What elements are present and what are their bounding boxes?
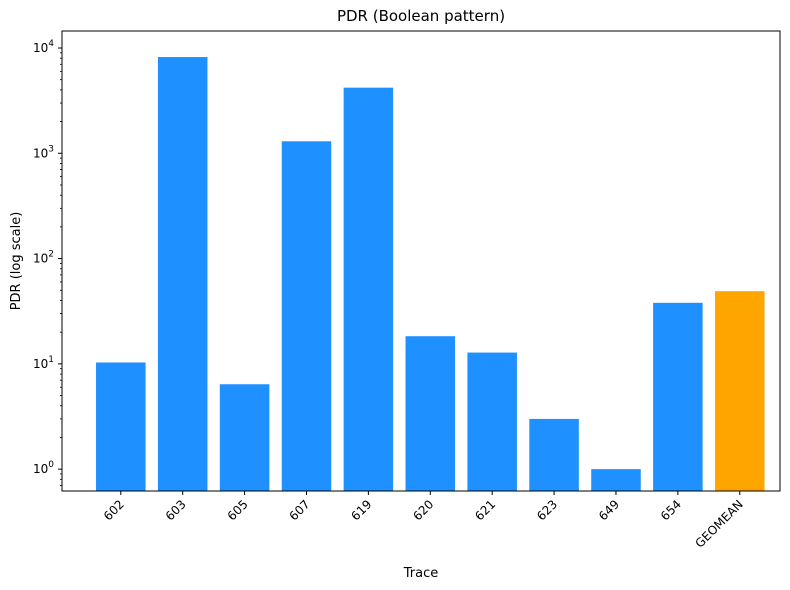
y-tick-label: 100 bbox=[33, 460, 54, 476]
bar-605 bbox=[219, 384, 270, 491]
x-axis-label: Trace bbox=[403, 566, 439, 581]
y-tick-base: 10 bbox=[33, 357, 48, 371]
bar-649 bbox=[591, 469, 641, 491]
bar-620 bbox=[405, 336, 456, 491]
y-tick-base: 10 bbox=[33, 462, 48, 476]
bar-621 bbox=[467, 352, 517, 491]
y-tick-base: 10 bbox=[33, 252, 48, 266]
y-tick-base: 10 bbox=[33, 146, 48, 160]
bars-group bbox=[96, 57, 765, 492]
x-axis: 602 603 605 607 619 620 621 623 649 654 GEOMEAN bbox=[101, 491, 746, 551]
y-tick-exponent: 3 bbox=[48, 144, 54, 154]
y-axis-label: PDR (log scale) bbox=[9, 212, 24, 311]
y-tick-label: 102 bbox=[33, 250, 54, 266]
x-tick-label: 623 bbox=[534, 497, 560, 523]
x-tick-label: 607 bbox=[287, 497, 313, 523]
x-tick-label: 602 bbox=[101, 497, 127, 523]
y-tick-label: 104 bbox=[33, 39, 54, 55]
x-tick-label: 619 bbox=[348, 497, 374, 523]
y-tick-exponent: 1 bbox=[48, 355, 54, 365]
x-tick-label: 603 bbox=[163, 497, 189, 523]
x-tick-label: 649 bbox=[596, 497, 622, 523]
y-tick-base: 10 bbox=[33, 41, 48, 55]
y-tick-exponent: 4 bbox=[48, 39, 54, 49]
x-tick-label: GEOMEAN bbox=[693, 497, 746, 550]
plot-frame bbox=[61, 30, 781, 492]
y-tick-label: 101 bbox=[33, 355, 54, 371]
bar-603 bbox=[157, 57, 208, 492]
x-tick-label: 605 bbox=[225, 497, 251, 523]
x-tick-label: 621 bbox=[472, 497, 498, 523]
x-tick-label: 620 bbox=[410, 497, 436, 523]
y-tick-exponent: 2 bbox=[48, 250, 54, 260]
y-tick-exponent: 0 bbox=[48, 460, 54, 470]
bar-602 bbox=[96, 362, 146, 491]
chart-title: PDR (Boolean pattern) bbox=[337, 7, 505, 25]
x-tick-label: 654 bbox=[658, 497, 684, 523]
bar-geomean bbox=[715, 291, 765, 491]
bar-607 bbox=[281, 141, 332, 491]
bar-623 bbox=[529, 418, 579, 491]
bar-654 bbox=[653, 302, 703, 491]
bar-619 bbox=[343, 87, 394, 491]
y-tick-label: 103 bbox=[33, 144, 54, 160]
